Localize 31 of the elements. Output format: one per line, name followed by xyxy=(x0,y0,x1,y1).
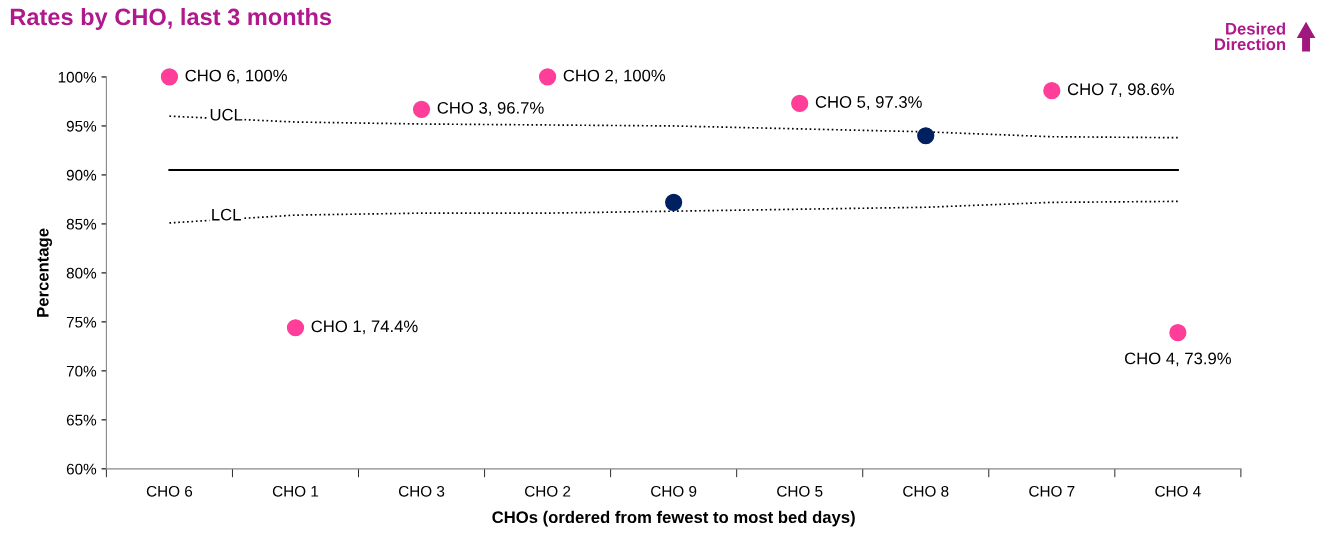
y-axis-title: Percentage xyxy=(37,228,53,317)
y-tick-label: 75% xyxy=(66,316,97,328)
y-tick-label: 95% xyxy=(66,120,97,132)
x-tick-label: CHO 4 xyxy=(1155,485,1201,497)
x-tick-label: CHO 2 xyxy=(525,485,571,497)
y-tick-label: 70% xyxy=(66,365,97,377)
x-tick-label: CHO 9 xyxy=(651,485,697,497)
x-axis-title: CHOs (ordered from fewest to most bed days) xyxy=(492,510,855,527)
text: Desired Direction xyxy=(1215,22,1286,51)
data-label: CHO 2, 100% xyxy=(563,69,666,84)
x-tick-label: CHO 8 xyxy=(903,485,949,497)
x-tick-label: CHO 1 xyxy=(272,485,319,497)
x-tick-label: CHO 7 xyxy=(1029,485,1075,497)
data-label: CHO 1, 74.4% xyxy=(311,320,418,335)
data-label: CHO 5, 97.3% xyxy=(815,96,922,110)
chart-title: Rates by CHO, last 3 months xyxy=(10,7,332,30)
series-label: LCL xyxy=(212,208,241,221)
series-label: UCL xyxy=(210,108,243,121)
x-tick-label: CHO 3 xyxy=(398,485,445,497)
data-label: CHO 7, 98.6% xyxy=(1067,83,1174,98)
y-tick-label: 100% xyxy=(58,71,97,83)
data-label: CHO 6, 100% xyxy=(185,69,287,84)
x-tick-label: CHO 6 xyxy=(146,485,193,497)
data-label: CHO 3, 96.7% xyxy=(437,101,544,116)
y-tick-label: 90% xyxy=(66,169,97,181)
x-tick-label: CHO 5 xyxy=(777,485,823,497)
y-tick-label: 60% xyxy=(66,463,97,475)
y-tick-label: 65% xyxy=(66,414,97,426)
y-tick-label: 85% xyxy=(66,218,97,230)
y-tick-label: 80% xyxy=(66,267,97,279)
data-label: CHO 4, 73.9% xyxy=(1124,352,1231,367)
